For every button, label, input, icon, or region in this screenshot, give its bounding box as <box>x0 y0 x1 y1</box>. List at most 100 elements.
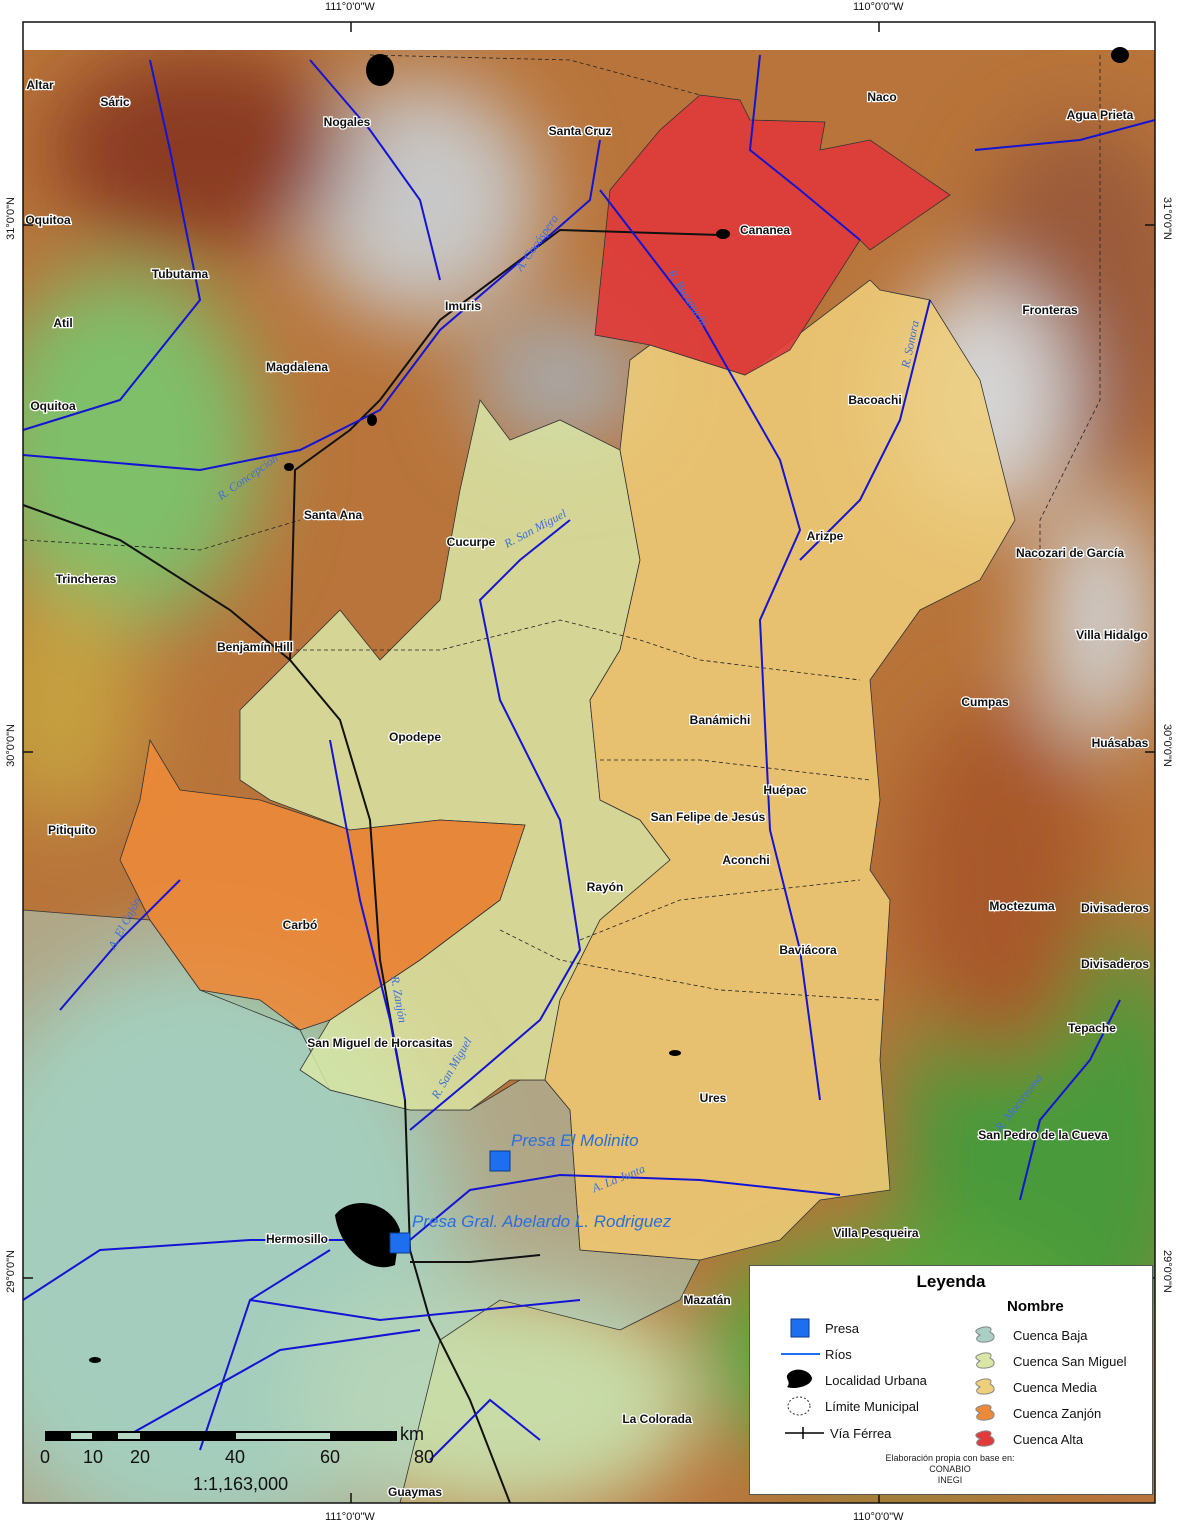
place-label: Trincheras <box>56 572 117 586</box>
dam-label: Presa El Molinito <box>511 1131 639 1150</box>
scale-tick: 20 <box>130 1447 151 1467</box>
note-line: CONABIO <box>929 1464 971 1474</box>
scale-tick: 0 <box>40 1447 51 1467</box>
lon-label-bottom: 111°0'0"W <box>325 1511 375 1523</box>
place-label: Benjamín Hill <box>217 640 293 654</box>
place-label: Banámichi <box>690 713 751 727</box>
lon-label-top: 111°0'0"W <box>325 1 375 13</box>
place-label: Huépac <box>763 783 807 797</box>
place-label: Cananea <box>740 223 790 237</box>
railroad-icon <box>785 1427 824 1439</box>
legend-item-dam: Presa <box>825 1321 859 1336</box>
legend-basin-san-miguel: Cuenca San Miguel <box>1013 1354 1127 1369</box>
place-label: Villa Pesqueira <box>833 1226 918 1240</box>
place-label: Tepache <box>1068 1021 1116 1035</box>
place-label: Hermosillo <box>266 1232 328 1246</box>
legend-title: Leyenda <box>916 1272 986 1291</box>
legend: Leyenda Nombre Presa Ríos Localidad Urba… <box>749 1265 1153 1495</box>
place-label: Oquitoa <box>25 213 71 227</box>
scale-ratio: 1:1,163,000 <box>193 1474 289 1494</box>
lat-label-right: 31°0'0"N <box>1161 197 1173 240</box>
place-label: Divisaderos <box>1081 957 1149 971</box>
basin-cuenca-zanjon[interactable] <box>119 738 526 1031</box>
scale-tick: 40 <box>225 1447 246 1467</box>
basins-layer <box>22 94 1016 1504</box>
place-label: Sáric <box>100 95 130 109</box>
place-label: Villa Hidalgo <box>1076 628 1148 642</box>
scale-unit: km <box>400 1424 424 1444</box>
place-label: Rayón <box>587 880 624 894</box>
place-label: Naco <box>867 90 896 104</box>
scale-tick: 60 <box>320 1447 341 1467</box>
place-label: Magdalena <box>266 360 328 374</box>
place-label: Fronteras <box>1022 303 1078 317</box>
place-label: Tubutama <box>152 267 209 281</box>
scale-tick: 80 <box>414 1447 435 1467</box>
legend-basin-alta: Cuenca Alta <box>1013 1432 1084 1447</box>
dam-icon <box>790 1318 810 1338</box>
lat-label-right: 30°0'0"N <box>1161 724 1173 767</box>
basin-swatch-icon <box>975 1430 995 1447</box>
scale-tick: 10 <box>83 1447 104 1467</box>
place-label: Ures <box>700 1091 727 1105</box>
basin-swatch-icon <box>975 1326 995 1343</box>
place-label: Pitiquito <box>48 823 96 837</box>
legend-basins-title: Nombre <box>1007 1298 1064 1315</box>
place-label: Altar <box>26 78 54 92</box>
place-label: Nacozari de García <box>1016 546 1124 560</box>
municipal-limit-icon <box>787 1396 811 1416</box>
legend-basin-zanjon: Cuenca Zanjón <box>1013 1406 1102 1421</box>
urban-localities <box>89 47 1129 1363</box>
note-line: INEGI <box>937 1475 963 1485</box>
legend-basin-baja: Cuenca Baja <box>1013 1328 1088 1343</box>
map-frame <box>22 21 1156 1504</box>
place-label: Oquitoa <box>30 399 76 413</box>
dam-label: Presa Gral. Abelardo L. Rodriguez <box>412 1212 672 1231</box>
place-label: Santa Ana <box>304 508 363 522</box>
place-label: Moctezuma <box>989 899 1055 913</box>
place-label: Guaymas <box>388 1485 442 1499</box>
railroad <box>22 228 721 1504</box>
place-label: Santa Cruz <box>549 124 612 138</box>
note-line: Elaboración propia con base en: <box>885 1453 1015 1463</box>
place-label: Baviácora <box>779 943 837 957</box>
place-label: San Pedro de la Cueva <box>978 1128 1108 1142</box>
place-label: San Felipe de Jesús <box>651 810 766 824</box>
basin-swatch-icon <box>975 1352 995 1369</box>
urban-locality-icon <box>786 1369 812 1388</box>
municipal-boundaries <box>22 54 1101 1001</box>
lat-label-left: 31°0'0"N <box>5 197 17 240</box>
place-label: Agua Prieta <box>1067 108 1134 122</box>
place-label: Bacoachi <box>848 393 901 407</box>
place-label: Aconchi <box>722 853 769 867</box>
basin-cuenca-alta[interactable] <box>594 94 951 376</box>
scale-bar <box>45 1431 397 1441</box>
dam-el-molinito[interactable] <box>489 1150 511 1172</box>
lat-label-left: 30°0'0"N <box>5 724 17 767</box>
place-label: Cucurpe <box>447 535 496 549</box>
place-label: La Colorada <box>622 1412 692 1426</box>
place-label: Opodepe <box>389 730 441 744</box>
legend-item-municipal: Límite Municipal <box>825 1399 919 1414</box>
lon-label-bottom: 110°0'0"W <box>853 1511 904 1523</box>
place-label: Carbó <box>283 918 318 932</box>
basin-swatch-icon <box>975 1404 995 1421</box>
place-label: Cumpas <box>961 695 1009 709</box>
place-label: Atil <box>53 316 72 330</box>
place-label: Divisaderos <box>1081 901 1149 915</box>
basin-cuenca-media[interactable] <box>544 279 1016 1261</box>
place-label: Arizpe <box>807 529 844 543</box>
basin-swatch-icon <box>975 1378 995 1395</box>
dam-abelardo-rodriguez[interactable] <box>389 1232 411 1254</box>
place-label: Mazatán <box>683 1293 730 1307</box>
place-label: Imuris <box>445 299 481 313</box>
rivers <box>22 54 1156 1461</box>
lat-label-right: 29°0'0"N <box>1161 1250 1173 1293</box>
place-label: Huásabas <box>1092 736 1149 750</box>
legend-basin-media: Cuenca Media <box>1013 1380 1097 1395</box>
legend-item-rivers: Ríos <box>825 1347 852 1362</box>
lon-label-top: 110°0'0"W <box>853 1 904 13</box>
lat-label-left: 29°0'0"N <box>5 1250 17 1293</box>
graticule-ticks <box>23 22 1155 1503</box>
legend-item-railroad: Vía Férrea <box>830 1426 892 1441</box>
